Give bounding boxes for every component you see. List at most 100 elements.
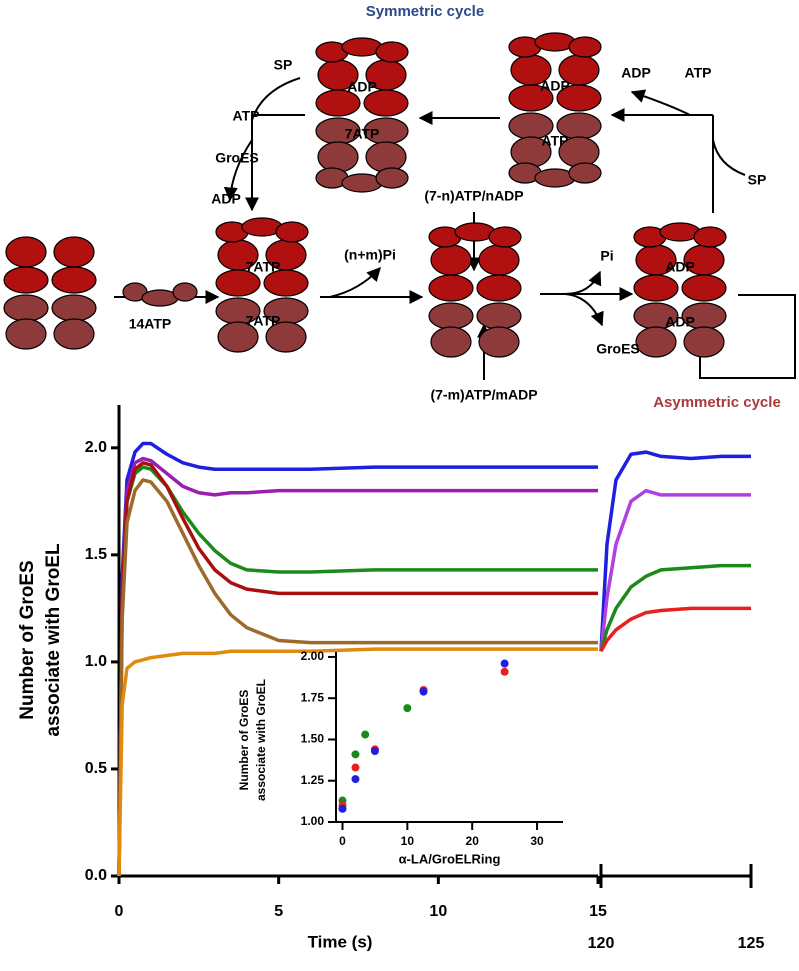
y-tick-label: 0.0: [85, 867, 107, 884]
subunit: [315, 89, 361, 117]
subunit: [683, 326, 725, 358]
x-axis-label: Time (s): [308, 932, 373, 951]
diagram-label: ADP: [665, 259, 695, 275]
diagram-label: ADP: [540, 78, 570, 94]
subunit: [635, 326, 677, 358]
point: [370, 747, 379, 756]
subunit: [633, 274, 679, 302]
diagram-label: Pi: [600, 248, 613, 264]
diagram-label: ADP: [665, 314, 695, 330]
x-tick-label: 30: [530, 834, 544, 848]
subunit: [476, 302, 522, 330]
subunit: [265, 321, 307, 353]
x-axis-label: α-LA/GroELRing: [399, 851, 501, 866]
line: [117, 478, 598, 877]
subunit: [215, 269, 261, 297]
point: [500, 659, 509, 668]
line: [117, 647, 598, 877]
subunit: [478, 326, 520, 358]
line: [599, 563, 751, 652]
subunit: [5, 318, 47, 350]
diagram-label: 14ATP: [129, 316, 172, 332]
line: [599, 450, 751, 652]
diagram-label: ATP: [685, 65, 712, 81]
point: [403, 704, 412, 713]
y-axis-label: Number of GroES: [17, 560, 38, 719]
subunit: [3, 294, 49, 322]
line: [117, 456, 598, 877]
subunit: [681, 274, 727, 302]
diagram-label: (n+m)Pi: [344, 247, 396, 263]
y-tick-label: 1.75: [301, 690, 325, 704]
y-tick-label: 1.0: [85, 653, 107, 670]
subunit: [3, 266, 49, 294]
point: [361, 730, 370, 739]
diagram-label: 7ATP: [246, 313, 281, 329]
point: [419, 687, 428, 696]
diagram-label: ATP: [542, 133, 569, 149]
subunit: [508, 84, 554, 112]
x-tick-label: 120: [588, 935, 615, 952]
point: [351, 775, 360, 784]
x-tick-label: 15: [589, 903, 607, 920]
diagram-label: ADP: [211, 191, 241, 207]
subunit: [375, 167, 409, 189]
x-tick-label: 5: [274, 903, 283, 920]
subunit: [556, 84, 602, 112]
subunit: [430, 244, 472, 276]
diagram-label: GroES: [596, 341, 640, 357]
x-tick-label: 125: [738, 935, 765, 952]
diagram-label: (7-m)ATP/mADP: [430, 387, 537, 403]
line: [599, 606, 751, 653]
subunit: [488, 226, 522, 248]
x-tick-label: 0: [339, 834, 346, 848]
subunit: [53, 318, 95, 350]
x-tick-label: 10: [401, 834, 415, 848]
diagram-label: GroES: [215, 150, 259, 166]
subunit: [428, 274, 474, 302]
y-axis-label: associate with GroEL: [43, 543, 64, 737]
subunit: [568, 162, 602, 184]
diagram-title: Symmetric cycle: [366, 3, 484, 20]
y-tick-label: 1.25: [301, 773, 325, 787]
diagram-label: ATP: [233, 108, 260, 124]
line: [117, 461, 598, 877]
diagram-label: 7ATP: [246, 259, 281, 275]
plot: 0 5 10 15 0.0 0.5 1.0 1.5 2.0 Time (s) Number of G…: [17, 405, 764, 952]
subunit: [263, 269, 309, 297]
point: [500, 667, 509, 676]
y-tick-label: 2.0: [85, 439, 107, 456]
groel-complexes: [3, 32, 727, 358]
line: [117, 465, 598, 877]
y-tick-label: 1.00: [301, 814, 325, 828]
point: [351, 750, 360, 759]
subunit: [51, 266, 97, 294]
subunit: [5, 236, 47, 268]
diagram-subtitle: Asymmetric cycle: [653, 394, 781, 411]
diagram-arrows: [114, 77, 796, 380]
y-axis-label: associate with GroEL: [254, 679, 268, 801]
subunit: [317, 141, 359, 173]
subunit: [51, 294, 97, 322]
y-tick-label: 0.5: [85, 760, 107, 777]
subunit: [172, 282, 198, 302]
diagram-label: ADP: [347, 79, 377, 95]
diagram-label: SP: [274, 57, 293, 73]
subunit: [363, 89, 409, 117]
x-tick-label: 20: [466, 834, 480, 848]
subunit: [375, 41, 409, 63]
x-tick-label: 10: [429, 903, 447, 920]
diagram-label: 7ATP: [345, 126, 380, 142]
subunit: [365, 141, 407, 173]
subunit: [217, 321, 259, 353]
line: [599, 488, 751, 652]
subunit: [53, 236, 95, 268]
diagram-label: SP: [748, 172, 767, 188]
y-axis-label: Number of GroES: [237, 690, 251, 791]
subunit: [275, 221, 309, 243]
subunit: [430, 326, 472, 358]
subunit: [478, 244, 520, 276]
y-tick-label: 2.00: [301, 649, 325, 663]
subunit: [693, 226, 727, 248]
